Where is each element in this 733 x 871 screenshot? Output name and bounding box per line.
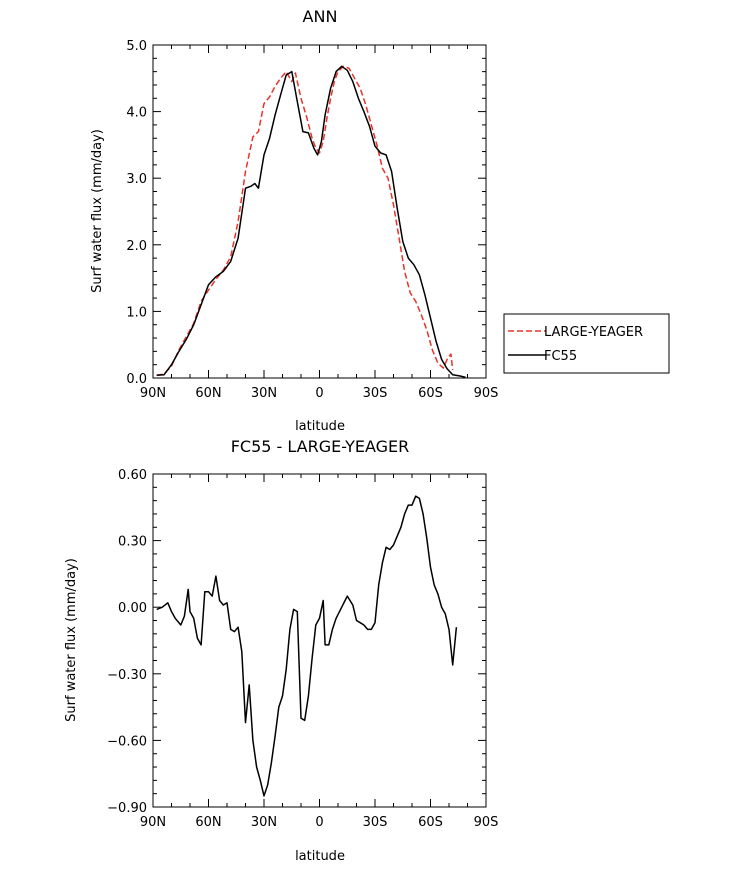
y-tick-label: −0.90: [107, 801, 147, 816]
chart-title: ANN: [303, 7, 338, 26]
y-tick-labels: 0.0 1.0 2.0 3.0 4.0 5.0: [126, 39, 147, 387]
chart-title: FC55 - LARGE-YEAGER: [231, 437, 410, 456]
series-line-fc55: [156, 65, 466, 379]
y-tick-label: 2.0: [126, 239, 147, 254]
x-tick-label: 90N: [140, 386, 166, 401]
chart-difference: FC55 - LARGE-YEAGER 90N 60N 30N 0 30S 60S 90S …: [64, 437, 498, 864]
x-tick-label: 60S: [418, 386, 443, 401]
y-tick-label: 1.0: [126, 305, 147, 320]
y-axis-label: Surf water flux (mm/day): [64, 558, 79, 722]
y-tick-labels: −0.90 −0.60 −0.30 0.00 0.30 0.60: [107, 468, 147, 816]
y-tick-label: 0.60: [118, 468, 147, 483]
plot-frame: [152, 44, 487, 379]
x-axis-label: latitude: [295, 849, 345, 864]
x-tick-label: 60S: [418, 815, 443, 830]
x-tick-label: 0: [315, 386, 323, 401]
legend-label-large-yeager: LARGE-YEAGER: [544, 325, 643, 340]
x-tick-label: 90N: [140, 815, 166, 830]
legend: LARGE-YEAGER FC55: [503, 313, 670, 374]
tick-marks: [152, 44, 487, 379]
x-tick-label: 60N: [195, 386, 221, 401]
legend-label-fc55: FC55: [544, 349, 577, 364]
x-tick-labels: 90N 60N 30N 0 30S 60S 90S: [140, 815, 499, 830]
y-tick-label: −0.60: [107, 734, 147, 749]
x-tick-label: 30S: [363, 386, 388, 401]
y-tick-label: 4.0: [126, 106, 147, 121]
x-tick-label: 90S: [474, 386, 499, 401]
series-line-large-yeager: [156, 65, 454, 377]
y-axis-label: Surf water flux (mm/day): [90, 129, 105, 293]
tick-marks: [152, 473, 487, 808]
x-tick-label: 0: [315, 815, 323, 830]
x-tick-label: 90S: [474, 815, 499, 830]
y-tick-label: 0.30: [118, 535, 147, 550]
y-tick-label: 0.0: [126, 372, 147, 387]
x-axis-label: latitude: [295, 419, 345, 434]
chart-ann: ANN 90N 60N 30N 0 30S 60S 90S 0.0 1.0 2.0 3.0 4.0 5…: [90, 7, 670, 434]
x-tick-labels: 90N 60N 30N 0 30S 60S 90S: [140, 386, 499, 401]
plot-frame: [152, 473, 487, 808]
series-lines: [156, 65, 466, 379]
y-tick-label: 5.0: [126, 39, 147, 54]
x-tick-label: 30S: [363, 815, 388, 830]
x-tick-label: 30N: [251, 386, 277, 401]
x-tick-label: 60N: [195, 815, 221, 830]
series-lines: [156, 495, 458, 797]
x-tick-label: 30N: [251, 815, 277, 830]
y-tick-label: 3.0: [126, 172, 147, 187]
series-line-0: [156, 495, 458, 797]
legend-box: [503, 313, 670, 374]
y-tick-label: 0.00: [118, 601, 147, 616]
y-tick-label: −0.30: [107, 668, 147, 683]
